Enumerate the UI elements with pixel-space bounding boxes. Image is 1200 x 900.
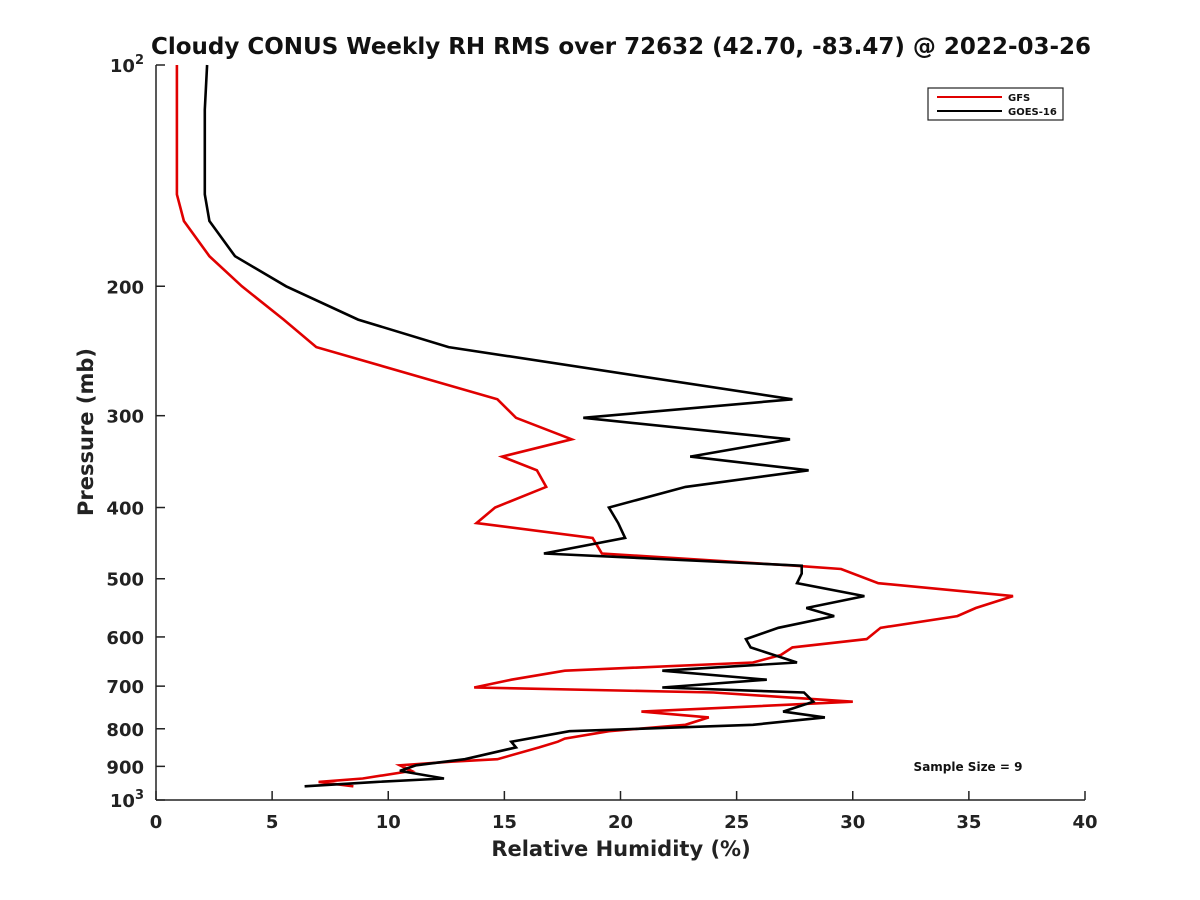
x-tick-label: 0	[150, 812, 163, 833]
y-tick-label: 103	[110, 788, 144, 812]
plot-area: 0 5 10 15 20 25 30 35 40 102 200 300 400 500 600 700 80…	[106, 53, 1097, 833]
y-tick-label: 200	[106, 277, 144, 298]
x-tick-label: 10	[376, 812, 401, 833]
x-tick-label: 20	[608, 812, 633, 833]
y-tick-label: 800	[106, 720, 144, 741]
legend-box	[927, 87, 1064, 121]
y-axis-label: Pressure (mb)	[74, 348, 98, 516]
x-tick-label: 15	[492, 812, 517, 833]
x-tick-label: 35	[956, 812, 981, 833]
chart-title: Cloudy CONUS Weekly RH RMS over 72632 (4…	[151, 34, 1091, 60]
y-tick-label: 300	[106, 407, 144, 428]
y-tick-label: 600	[106, 628, 144, 649]
y-tick-label: 102	[110, 53, 144, 77]
x-ticks: 0 5 10 15 20 25 30 35 40	[150, 791, 1098, 833]
series-layer	[175, 64, 1014, 788]
x-axis-label: Relative Humidity (%)	[491, 837, 750, 861]
y-tick-label: 900	[106, 757, 144, 778]
y-tick-label: 400	[106, 499, 144, 520]
legend: GFS GOES-16	[927, 87, 1064, 121]
legend-label-gfs: GFS	[1008, 93, 1030, 104]
series-line-goes-16	[203, 64, 865, 788]
x-tick-label: 30	[840, 812, 865, 833]
x-tick-label: 40	[1072, 812, 1097, 833]
y-ticks: 102 200 300 400 500 600 700 800 900 103	[106, 53, 165, 812]
legend-label-goes-16: GOES-16	[1008, 107, 1057, 118]
x-tick-label: 5	[266, 812, 279, 833]
y-tick-label: 700	[106, 677, 144, 698]
series-line-gfs	[175, 65, 1014, 788]
x-tick-label: 25	[724, 812, 749, 833]
y-tick-label: 500	[106, 570, 144, 591]
sample-size-annotation: Sample Size = 9	[914, 760, 1023, 774]
